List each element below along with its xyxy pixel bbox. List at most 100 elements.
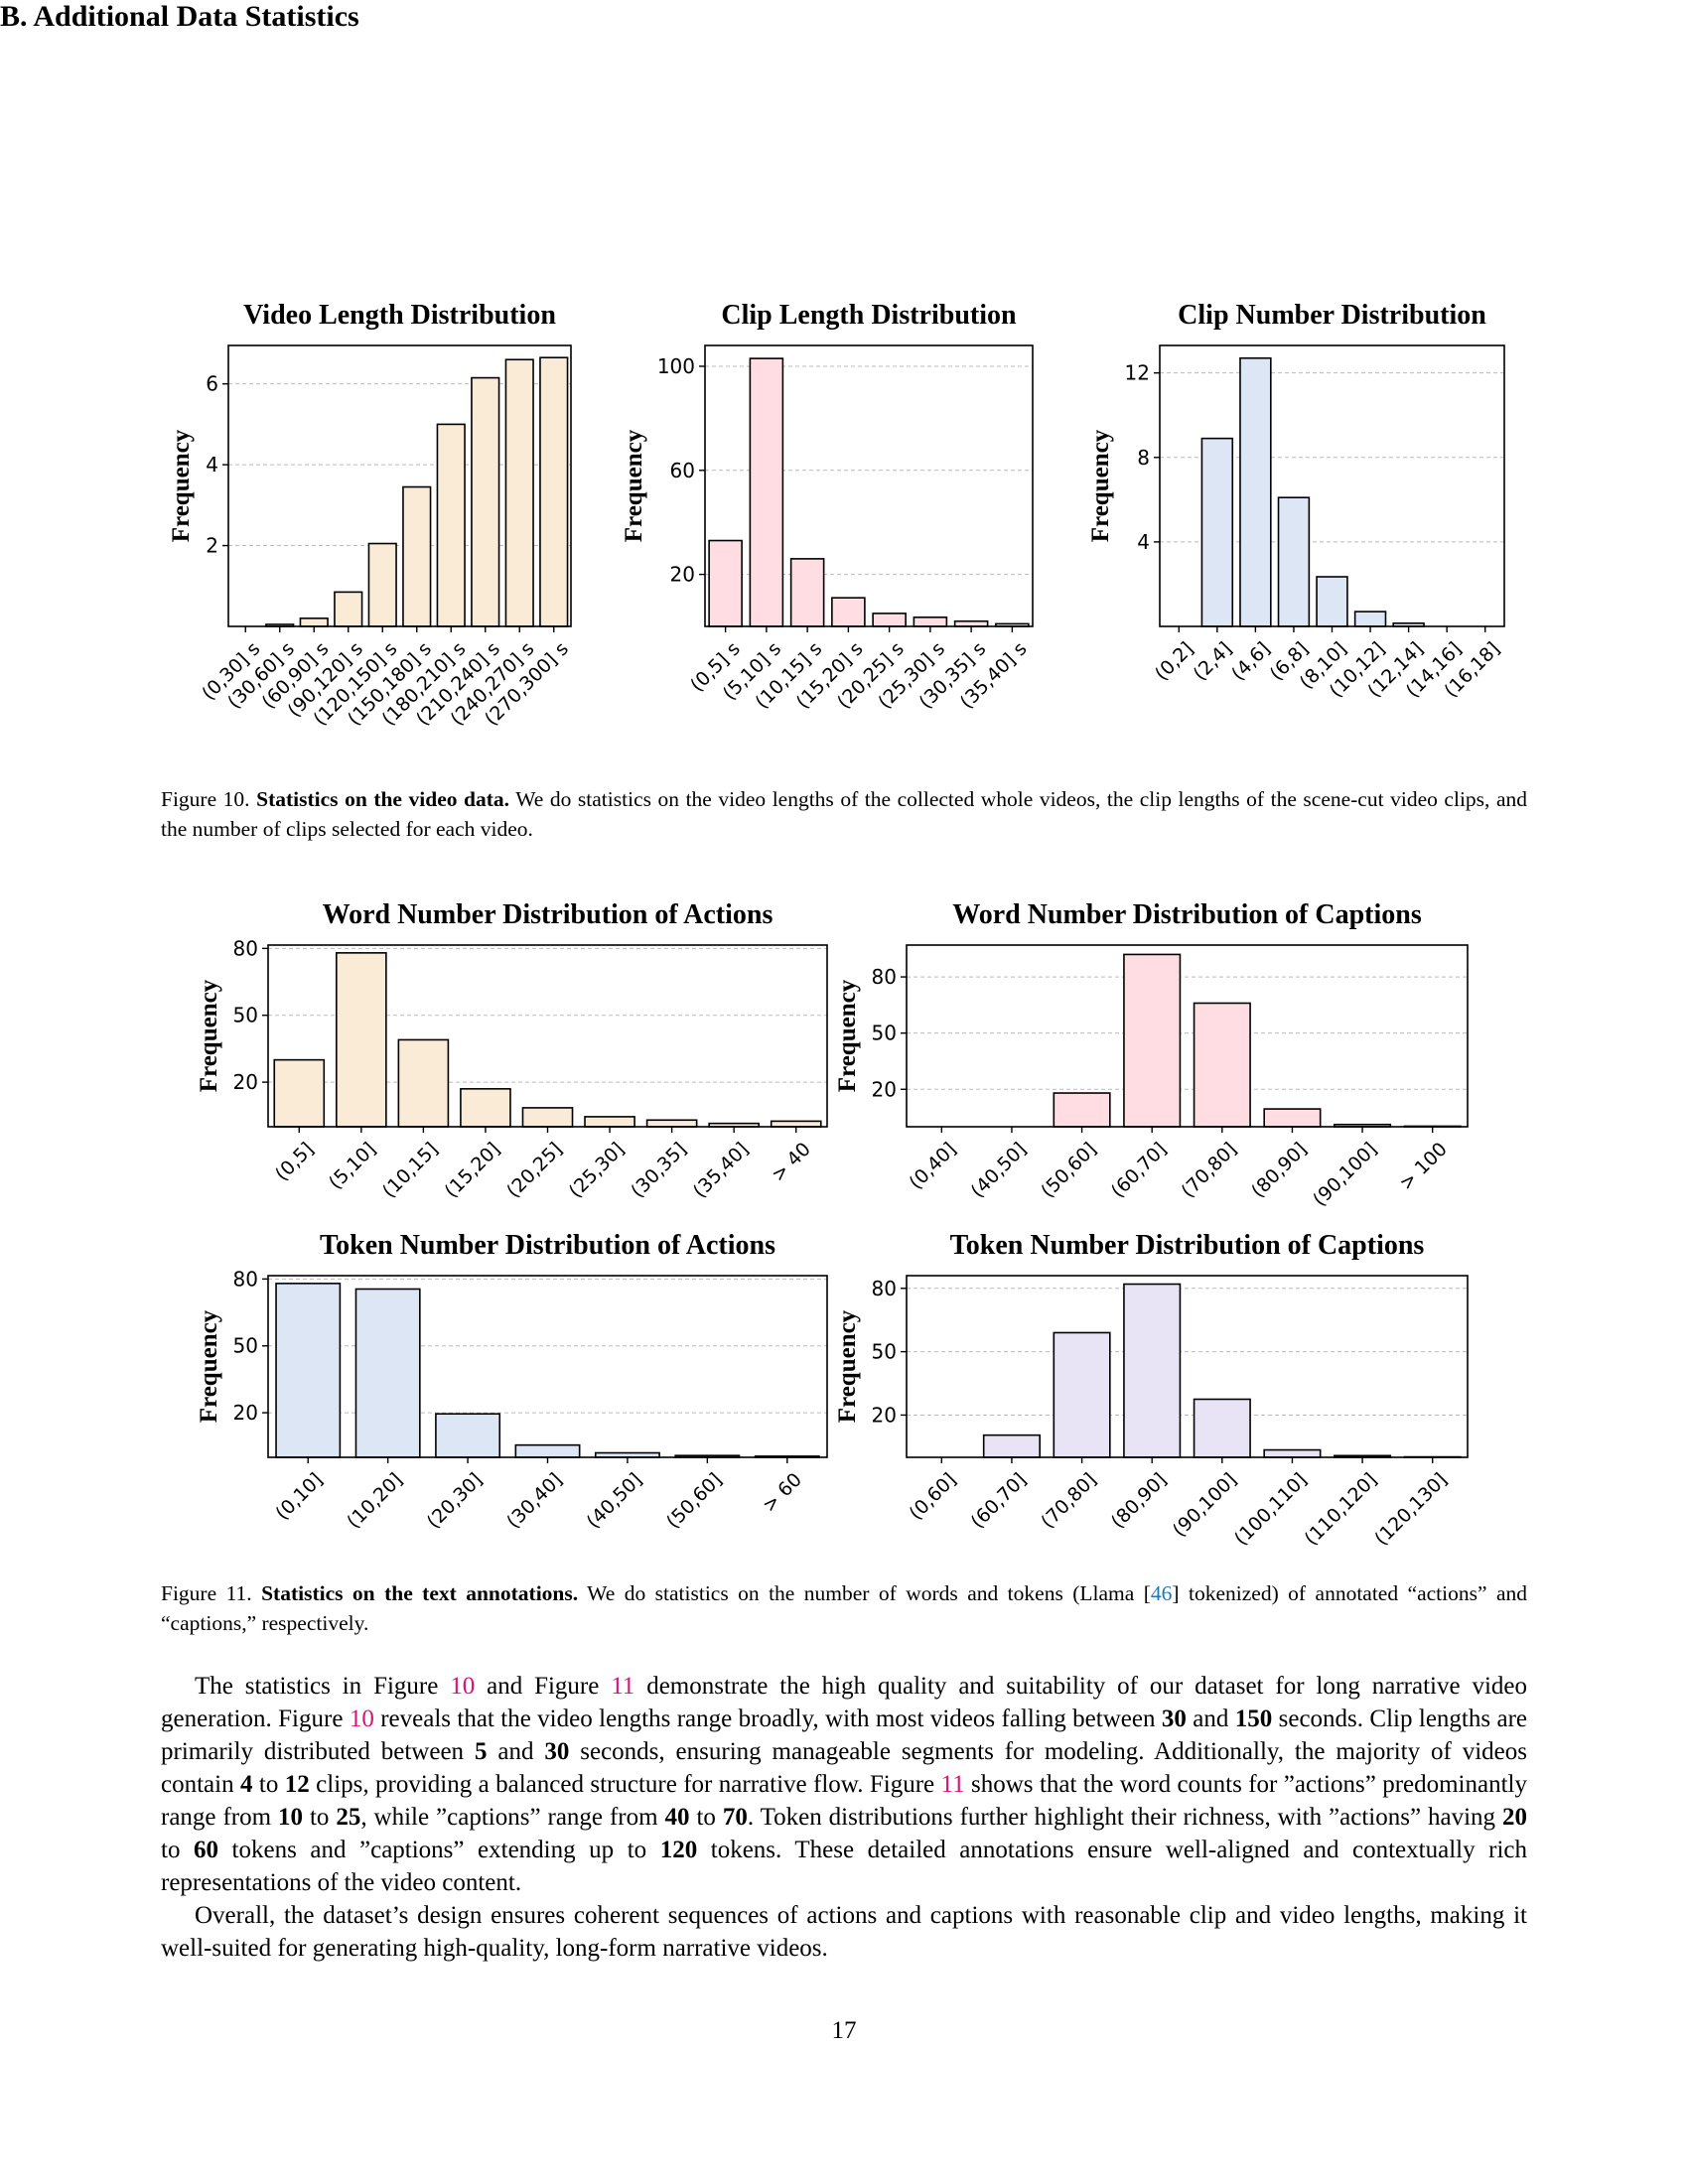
y-tick-label: 80 [233,936,258,960]
y-tick-label: 20 [670,563,695,587]
y-tick-label: 50 [872,1022,897,1045]
figure-11-ref[interactable]: 11 [611,1673,635,1700]
y-axis-label: Frequency [196,979,222,1092]
figure-10-ref[interactable]: 10 [450,1673,476,1700]
p1-bold: 30 [1161,1706,1187,1732]
figure-10-ref[interactable]: 10 [349,1706,374,1732]
figure-10-bold: Statistics on the video data. [256,787,510,811]
figure-10-label: Figure 10. [161,787,250,811]
x-tick-label: (110,120] [1301,1469,1382,1551]
p1-text: clips, providing a balanced structure fo… [309,1771,941,1798]
p1-bold: 25 [336,1804,361,1831]
x-tick-label: (50,60] [1037,1139,1101,1203]
p1-text: to [161,1837,194,1863]
clip-number-chart: Clip Number Distribution 4 8 12 Frequency (0,… [1087,300,1505,702]
x-tick-label: (40,50] [967,1139,1032,1203]
bar [336,952,387,1128]
bar [275,1283,342,1458]
p1-text: demonstrate the high quality and suitabi… [161,1673,1527,1732]
p1-text: . Token distributions further highlight … [747,1804,1502,1831]
p1-bold: 150 [1234,1706,1273,1732]
clip-length-chart: Clip Length Distribution 20 60 100 Frequency… [621,300,1034,713]
p1-text: reveals that the video lengths range bro… [373,1706,1162,1732]
page-number: 17 [831,2017,857,2044]
chart-title: Token Number Distribution of Actions [320,1230,775,1261]
section-heading: B. Additional Data Statistics [0,0,359,33]
figure-11-text-after: ] tokenized) of annotated “actions” and … [161,1581,1527,1635]
p1-bold: 120 [659,1837,698,1863]
x-tick-label: (2,4] [1190,638,1236,685]
figure-11-ref[interactable]: 11 [940,1771,965,1798]
word-actions-chart: Word Number Distribution of Actions 20 50 8… [196,899,828,1203]
x-tick-label: (90,100] [1169,1469,1241,1542]
x-tick-label: (20,30] [423,1469,488,1534]
bar [1353,611,1387,627]
bar [514,1443,581,1458]
p1-text: shows that the word counts for ”actions”… [161,1771,1527,1831]
x-tick-label: (80,90] [1107,1469,1172,1534]
bar [1123,1283,1182,1458]
plot-frame [906,1275,1469,1458]
p1-bold: 12 [284,1771,310,1798]
x-tick-label: (0,5] [271,1139,318,1185]
y-axis-label: Frequency [196,1309,222,1423]
figure-10-caption: Figure 10. Statistics on the video data.… [161,784,1527,844]
x-tick-label: (70,80] [1037,1469,1101,1534]
plot-frame [906,944,1469,1128]
figure-10-text: We do statistics on the video lengths of… [161,787,1528,841]
chart-title: Word Number Distribution of Actions [323,899,774,930]
bar [1277,496,1311,627]
token-actions-chart: Token Number Distribution of Actions 20 50… [196,1230,828,1534]
x-tick-label: (50,60] [662,1469,727,1534]
y-axis-label: Frequency [1087,429,1114,542]
p1-text: , while ”captions” range from [360,1804,665,1831]
bar [913,616,948,627]
y-axis-label: Frequency [168,429,195,542]
y-tick-label: 60 [670,459,695,482]
p1-text: tokens and ”captions” extending up to [218,1837,660,1863]
plot-frame [704,344,1034,627]
bar [539,356,569,627]
citation-link[interactable]: 46 [1150,1581,1173,1605]
bar [402,485,432,627]
bar [1316,576,1348,627]
bar [708,539,743,627]
bar [299,617,329,627]
plot-frame [267,1275,828,1458]
p1-text: tokens. These detailed annotations ensur… [161,1837,1527,1896]
bar [1123,953,1182,1128]
y-tick-label: 4 [206,453,218,477]
p1-bold: 10 [278,1804,304,1831]
bar [1239,356,1272,627]
bar [1263,1448,1322,1458]
figure-11-caption: Figure 11. Statistics on the text annota… [161,1578,1527,1638]
bar [831,597,866,627]
bar [1053,1092,1111,1128]
bar [749,357,784,627]
x-tick-label: (0,10] [271,1469,327,1525]
bar [584,1116,635,1128]
p1-text: to [252,1771,285,1798]
y-tick-label: 20 [872,1077,897,1101]
x-tick-label: (40,50] [583,1469,647,1534]
p1-text: seconds, ensuring manageable segments fo… [161,1738,1527,1798]
bar [645,1119,698,1128]
x-tick-label: (60,70] [967,1469,1032,1534]
x-tick-label: (25,30] [565,1139,630,1203]
x-tick-label: (60,70] [1107,1139,1172,1203]
bar [770,1120,822,1128]
bar [504,358,534,627]
y-tick-label: 2 [206,534,218,558]
x-tick-label: (20,25] [502,1139,567,1203]
x-tick-label: (70,80] [1177,1139,1241,1203]
bar [1193,1002,1251,1128]
y-tick-label: 80 [872,965,897,989]
p1-text: and [1186,1706,1235,1732]
y-axis-label: Frequency [834,1309,861,1423]
bar [354,1288,421,1458]
figure-11-bold: Statistics on the text annotations. [261,1581,579,1605]
x-tick-label: (120,130] [1370,1469,1452,1551]
bar [521,1107,574,1128]
bar [1200,437,1234,627]
p1-bold: 20 [1502,1804,1527,1831]
